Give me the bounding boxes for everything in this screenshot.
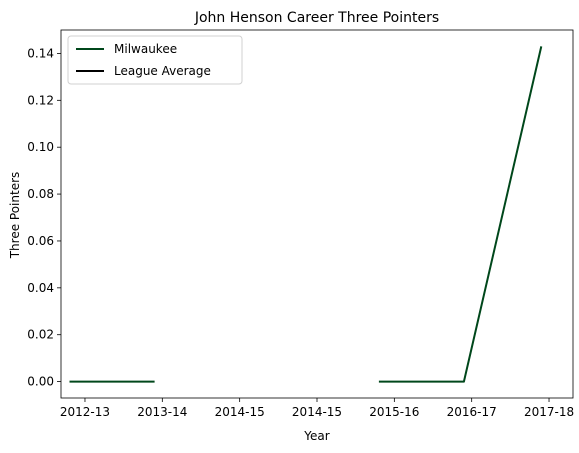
plot-frame	[60, 29, 574, 399]
y-tick-label: 0.04	[27, 281, 54, 295]
y-axis: 0.00 0.02 0.04 0.06 0.08 0.10 0.12 0.14	[27, 46, 61, 389]
y-tick-label: 0.14	[27, 46, 54, 60]
y-tick-label: 0.06	[27, 234, 54, 248]
x-tick-label: 2012-13	[60, 405, 110, 419]
y-tick-label: 0.00	[27, 375, 54, 389]
x-tick-label: 2014-15	[215, 405, 265, 419]
chart-title: John Henson Career Three Pointers	[194, 10, 439, 26]
x-axis: 2012-13 2013-14 2014-15 2014-15 2015-16 2016-…	[60, 398, 574, 419]
x-tick-label: 2014-15	[292, 405, 342, 419]
x-axis-label: Year	[303, 429, 329, 443]
y-axis-label: Three Pointers	[8, 172, 22, 260]
legend: Milwaukee League Average	[67, 35, 243, 85]
y-tick-label: 0.08	[27, 187, 54, 201]
plot-area	[60, 29, 574, 399]
y-tick-label: 0.10	[27, 140, 54, 154]
legend-entry: League Average	[114, 64, 211, 78]
y-tick-label: 0.02	[27, 328, 54, 342]
y-tick-label: 0.12	[27, 93, 54, 107]
x-tick-label: 2013-14	[137, 405, 187, 419]
x-tick-label: 2015-16	[369, 405, 419, 419]
x-tick-label: 2016-17	[447, 405, 497, 419]
series-line-milwaukee-1	[378, 46, 543, 383]
legend-entry: Milwaukee	[114, 42, 177, 56]
legend-box	[67, 35, 243, 85]
x-tick-label: 2017-18	[524, 405, 574, 419]
